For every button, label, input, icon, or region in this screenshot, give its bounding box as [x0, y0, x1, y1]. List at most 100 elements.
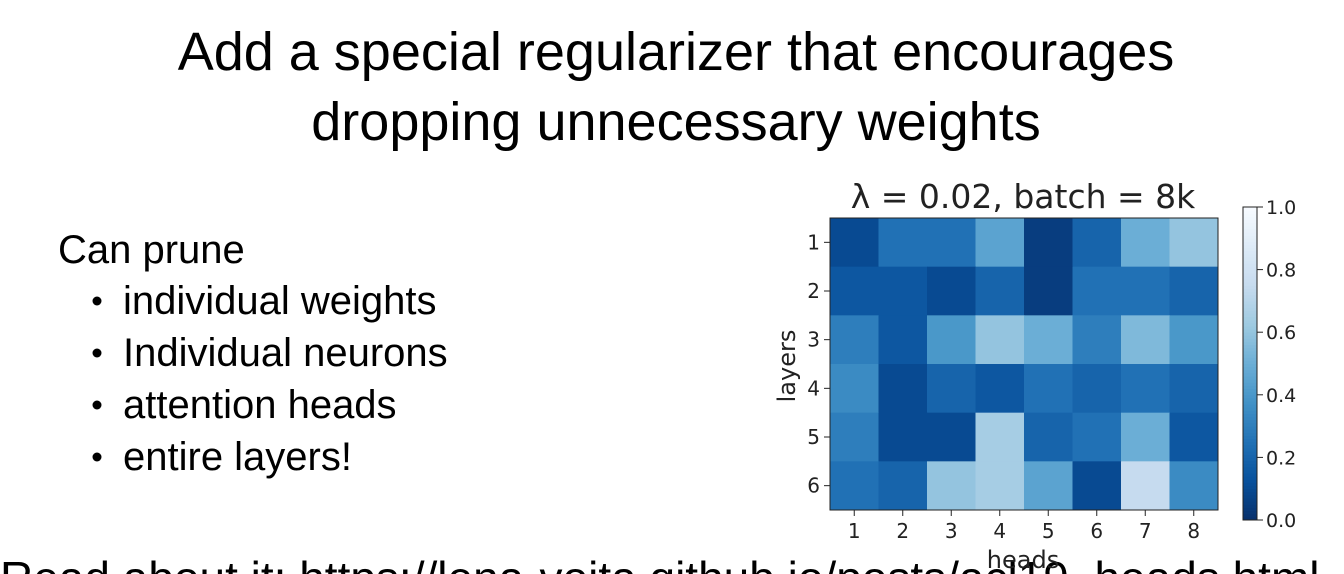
heatmap-cell: [878, 412, 928, 462]
colorbar-segment: [1243, 419, 1257, 424]
colorbar-segment: [1243, 441, 1257, 446]
colorbar-segment: [1243, 272, 1257, 277]
colorbar-segment: [1243, 382, 1257, 386]
colorbar-segment: [1243, 294, 1257, 299]
colorbar-segment: [1243, 416, 1257, 421]
x-tick-label: 5: [1042, 519, 1055, 543]
colorbar-segment: [1243, 454, 1257, 458]
colorbar-segment: [1243, 244, 1257, 249]
heatmap-cell: [1121, 266, 1170, 316]
heatmap-cell: [830, 266, 879, 316]
colorbar-segment: [1243, 366, 1257, 371]
colorbar-segment: [1243, 372, 1257, 377]
heatmap-cell: [1024, 412, 1073, 462]
colorbar-segment: [1243, 469, 1257, 474]
heatmap-cell: [1024, 364, 1073, 414]
colorbar-segment: [1243, 335, 1257, 339]
x-tick-label: 4: [993, 519, 1006, 543]
heatmap-cell: [1169, 218, 1219, 268]
colorbar-segment: [1243, 332, 1257, 336]
colorbar-segment: [1243, 282, 1257, 286]
heatmap-cell: [878, 364, 928, 414]
y-tick-label: 6: [807, 474, 820, 498]
heatmap-cell: [1169, 461, 1219, 511]
x-tick-label: 3: [945, 519, 958, 543]
colorbar-segment: [1243, 219, 1257, 224]
colorbar-segment: [1243, 466, 1257, 471]
colorbar-segment: [1243, 354, 1257, 358]
colorbar-segment: [1243, 235, 1257, 239]
x-tick-label: 8: [1187, 519, 1200, 543]
bullet-dot: [92, 348, 102, 358]
heatmap-cell: [1072, 461, 1122, 511]
slide-title: dropping unnecessary weights: [311, 92, 1040, 152]
y-tick-label: 1: [807, 230, 820, 254]
y-tick-label: 5: [807, 425, 820, 449]
heatmap-cell: [1121, 315, 1170, 365]
colorbar-segment: [1243, 363, 1257, 368]
colorbar-segment: [1243, 341, 1257, 346]
colorbar-segment: [1243, 482, 1257, 487]
colorbar-segment: [1243, 253, 1257, 258]
colorbar-segment: [1243, 388, 1257, 393]
colorbar-segment: [1243, 297, 1257, 302]
colorbar-segment: [1243, 422, 1257, 427]
colorbar-segment: [1243, 278, 1257, 283]
colorbar-segment: [1243, 432, 1257, 436]
colorbar-segment: [1243, 476, 1257, 480]
bullet-text: entire layers!: [123, 435, 352, 479]
heatmap-cell: [975, 461, 1025, 511]
heatmap-chart: λ = 0.02, batch = 8k heads layers 1 2 3 4 5 6…: [773, 177, 1296, 574]
colorbar-tick-label: 0.0: [1266, 510, 1296, 532]
colorbar-segment: [1243, 504, 1257, 508]
colorbar-segment: [1243, 257, 1257, 261]
colorbar-segment: [1243, 444, 1257, 449]
colorbar-segment: [1243, 325, 1257, 330]
colorbar-segment: [1243, 457, 1257, 462]
x-axis-label: heads: [987, 546, 1059, 574]
colorbar-segment: [1243, 410, 1257, 415]
bullet-list: individual weights Individual neurons atte…: [92, 279, 448, 479]
colorbar-segment: [1243, 344, 1257, 349]
colorbar-segment: [1243, 338, 1257, 343]
heatmap-cell: [927, 412, 976, 462]
colorbar-segment: [1243, 316, 1257, 321]
heatmap-cell: [927, 218, 976, 268]
colorbar-segment: [1243, 222, 1257, 227]
bullet-dot: [92, 452, 102, 462]
colorbar-frame: [1242, 206, 1258, 521]
heatmap-cell: [878, 266, 928, 316]
heatmap-cell: [1024, 315, 1073, 365]
heatmap-cell: [878, 315, 928, 365]
y-axis-label: layers: [773, 330, 801, 403]
colorbar-segment: [1243, 404, 1257, 408]
heatmap-cell: [927, 461, 976, 511]
heatmap-cell: [975, 266, 1025, 316]
colorbar-segment: [1243, 347, 1257, 352]
heatmap-cell: [1072, 315, 1122, 365]
colorbar-segment: [1243, 397, 1257, 402]
colorbar-segment: [1243, 228, 1257, 233]
colorbar-segment: [1243, 310, 1257, 314]
colorbar-segment: [1243, 438, 1257, 443]
colorbar-segment: [1243, 448, 1257, 452]
colorbar-tick-label: 0.8: [1266, 260, 1296, 282]
colorbar-segment: [1243, 401, 1257, 405]
bullet-text: Individual neurons: [123, 331, 448, 375]
colorbar-segment: [1243, 516, 1257, 521]
colorbar-segment: [1243, 291, 1257, 296]
bullet-text: individual weights: [123, 279, 437, 323]
colorbar-segment: [1243, 247, 1257, 252]
x-tick-label: 2: [896, 519, 909, 543]
colorbar-tick-label: 0.6: [1266, 322, 1296, 344]
heatmap-cell: [975, 218, 1025, 268]
colorbar-segment: [1243, 513, 1257, 518]
colorbar-segment: [1243, 369, 1257, 374]
colorbar-segment: [1243, 288, 1257, 293]
x-tick-label: 1: [848, 519, 861, 543]
colorbar-segment: [1243, 304, 1257, 308]
bullet-text: attention heads: [123, 383, 397, 427]
colorbar-segment: [1243, 501, 1257, 505]
colorbar-segment: [1243, 491, 1257, 496]
